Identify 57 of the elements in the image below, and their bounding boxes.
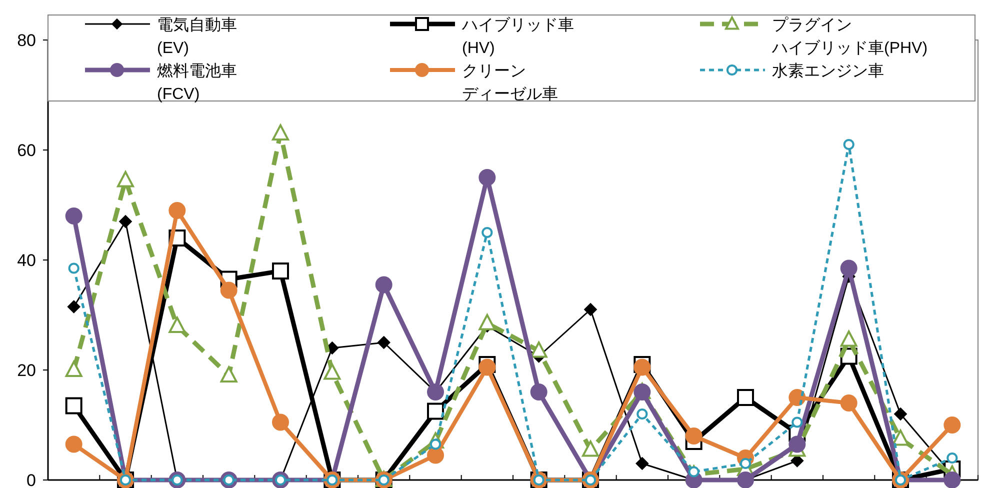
point <box>65 208 82 224</box>
point <box>220 282 238 299</box>
y-tick-label: 20 <box>17 361 36 380</box>
point <box>788 436 806 453</box>
y-tick-label: 80 <box>17 31 36 50</box>
point <box>324 364 341 380</box>
point <box>946 452 958 464</box>
point <box>272 262 289 280</box>
point <box>685 428 702 444</box>
point <box>375 276 392 294</box>
point <box>740 458 752 470</box>
point <box>634 358 651 376</box>
point <box>636 457 648 470</box>
point <box>65 360 82 377</box>
point <box>582 440 599 457</box>
point <box>272 124 289 140</box>
point <box>119 215 132 228</box>
point <box>944 416 961 434</box>
point <box>68 300 80 313</box>
point <box>840 260 858 277</box>
point <box>530 342 548 358</box>
y-tick-label: 60 <box>17 141 36 160</box>
point <box>220 366 238 382</box>
point <box>636 408 648 420</box>
legend-label: 水素エンジン車 <box>772 62 884 80</box>
point <box>840 394 858 412</box>
point <box>65 397 82 414</box>
point <box>840 330 858 347</box>
legend-label: 電気自動車 (EV) <box>157 16 237 57</box>
point <box>792 416 803 428</box>
point <box>378 336 390 349</box>
point <box>843 138 854 150</box>
legend-label: クリーンディーゼル車 <box>462 63 558 103</box>
point <box>117 171 134 188</box>
point <box>478 169 496 186</box>
point <box>688 466 700 478</box>
point <box>168 202 186 219</box>
legend-label: 燃料電池車 (FCV) <box>157 62 237 103</box>
point <box>737 389 754 406</box>
point <box>478 314 496 330</box>
point <box>478 358 496 376</box>
point <box>427 402 444 420</box>
y-tick-label: 40 <box>17 251 36 270</box>
point <box>427 446 444 464</box>
point <box>944 472 961 488</box>
y-tick-label: 0 <box>26 471 36 488</box>
point <box>168 316 186 333</box>
point <box>68 262 80 274</box>
point <box>530 384 548 400</box>
point <box>892 430 909 446</box>
legend-label: ハイブリッド車 (HV) <box>461 16 574 57</box>
point <box>272 414 289 431</box>
point <box>482 226 493 238</box>
point <box>894 408 907 420</box>
point <box>584 303 597 316</box>
legend-label: プラグインハイブリッド車(PHV) <box>771 16 928 57</box>
point <box>65 436 82 453</box>
